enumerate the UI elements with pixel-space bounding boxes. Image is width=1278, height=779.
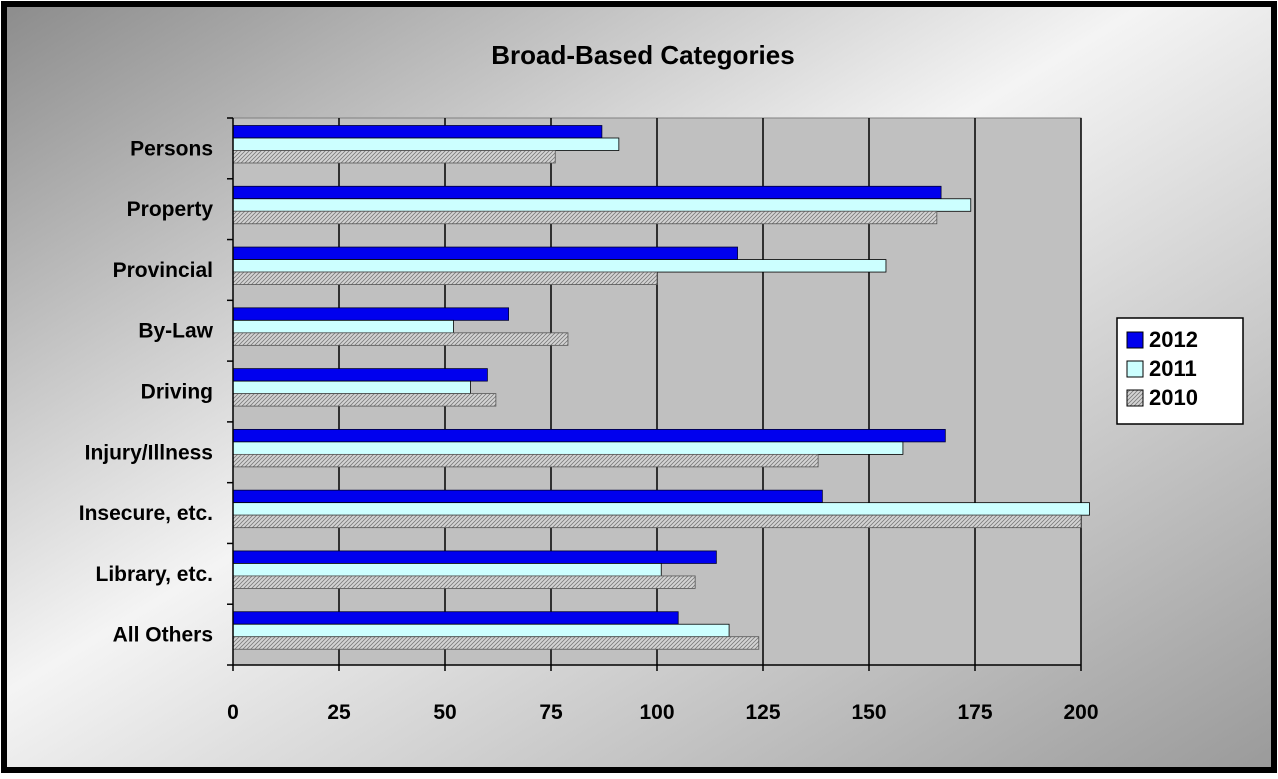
bar-2012 — [232, 489, 823, 504]
bar-2011 — [232, 319, 454, 334]
bar-2012 — [232, 428, 946, 443]
category-labels: Persons Property Provincial By-Law Driving In… — [79, 137, 214, 646]
bar-2011 — [232, 137, 620, 151]
legend-label: 2010 — [1149, 385, 1198, 410]
category-label: Driving — [141, 381, 213, 404]
x-tick-label: 25 — [327, 701, 351, 724]
bar-2012 — [232, 125, 603, 139]
legend-swatch-2012 — [1126, 331, 1144, 349]
x-tick-label: 125 — [745, 701, 780, 724]
bar-2012 — [232, 246, 738, 260]
x-tick-label: 50 — [433, 701, 456, 724]
bar-2012 — [232, 368, 488, 382]
x-tick-label: 75 — [539, 701, 563, 724]
x-tick-label: 200 — [1063, 701, 1098, 724]
category-label: Provincial — [113, 259, 213, 282]
bar-2011 — [232, 502, 1090, 516]
legend-swatch-2010 — [1126, 389, 1144, 407]
bar-2011 — [232, 441, 904, 455]
category-label: Persons — [130, 137, 213, 160]
bar-2011 — [232, 380, 471, 395]
bar-2012 — [232, 185, 942, 200]
bar-2010 — [232, 332, 569, 346]
chart-title: Broad-Based Categories — [491, 40, 794, 70]
category-label: Injury/Illness — [85, 441, 213, 464]
x-tick-label: 175 — [957, 701, 992, 724]
legend-label: 2011 — [1149, 356, 1197, 381]
category-label: Insecure, etc. — [79, 502, 213, 525]
bar-2012 — [232, 611, 679, 625]
bar-2011 — [232, 563, 662, 577]
legend-swatch-2011 — [1126, 360, 1144, 378]
bar-2010 — [232, 150, 556, 164]
bar-2011 — [232, 198, 972, 212]
x-tick-label: 100 — [639, 701, 674, 724]
bar-2010 — [232, 514, 1082, 529]
bar-2010 — [232, 271, 658, 285]
bar-2012 — [232, 307, 510, 321]
bar-2012 — [232, 550, 717, 564]
bar-2011 — [232, 623, 730, 638]
category-label: Property — [127, 198, 214, 221]
category-label: All Others — [113, 624, 213, 647]
bars — [232, 125, 1090, 650]
bar-2010 — [232, 453, 819, 468]
legend: 2012 2011 2010 — [1116, 317, 1244, 425]
bar-2010 — [232, 636, 760, 650]
x-tick-label: 150 — [851, 701, 886, 724]
x-tick-label: 0 — [227, 701, 239, 724]
legend-label: 2012 — [1149, 327, 1198, 352]
bar-2011 — [232, 259, 887, 273]
x-tick-labels: 0 25 50 75 100 125 150 175 200 — [227, 701, 1098, 724]
category-label: By-Law — [138, 320, 213, 343]
bar-2010 — [232, 575, 696, 589]
bar-2010 — [232, 393, 497, 407]
category-label: Library, etc. — [96, 563, 214, 586]
axes — [227, 117, 1082, 671]
bar-2010 — [232, 210, 938, 225]
